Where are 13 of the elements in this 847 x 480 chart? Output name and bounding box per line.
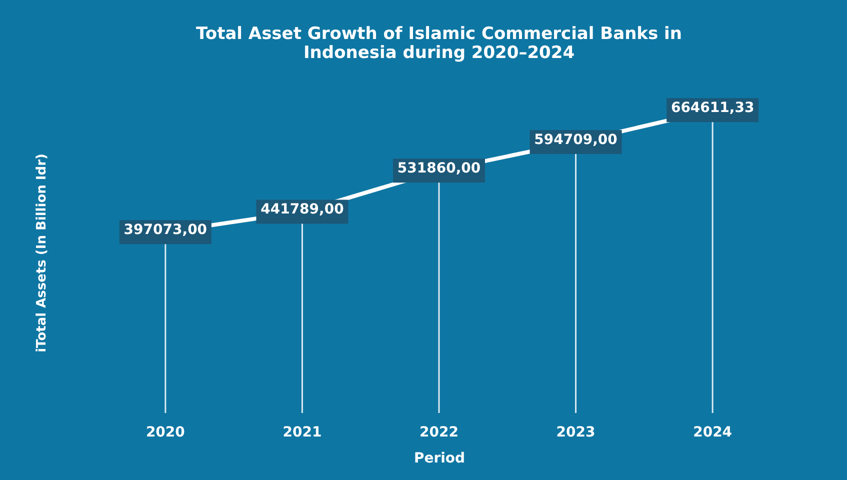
- data-label: 441789,00: [260, 202, 344, 218]
- x-tick-label: 2021: [282, 424, 322, 440]
- x-axis-title: Period: [414, 450, 466, 466]
- data-label: 531860,00: [397, 160, 481, 177]
- x-tick-label: 2023: [556, 424, 596, 440]
- x-tick-label: 2022: [420, 424, 458, 440]
- data-label: 594709,00: [534, 132, 618, 148]
- data-label: 397073,00: [124, 222, 208, 238]
- y-axis-title: iTotal Assets (In Billion Idr): [34, 154, 50, 352]
- data-label: 664611,33: [670, 100, 754, 116]
- chart-title: Total Asset Growth of Islamic Commercial Banks in Indonesia during 2020–2024: [196, 24, 682, 63]
- x-tick-label: 2020: [146, 424, 186, 440]
- x-tick-label: 2024: [693, 424, 732, 440]
